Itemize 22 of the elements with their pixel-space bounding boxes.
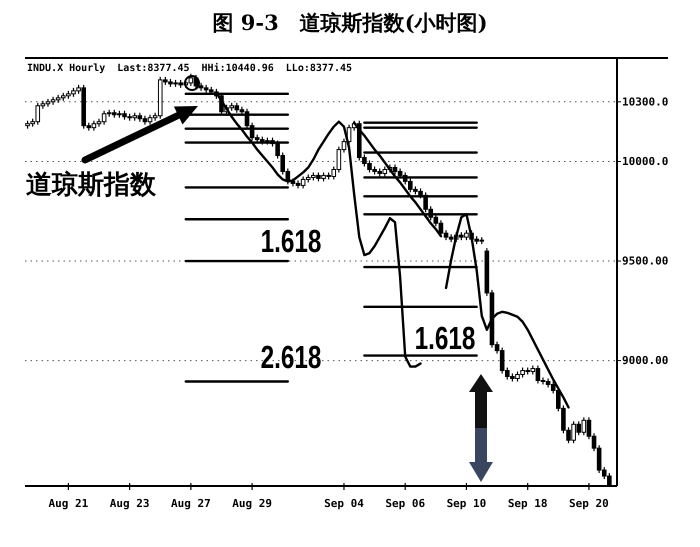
x-tick-label: Aug 21 (48, 497, 89, 510)
annotation: Last:8377.45 (117, 63, 190, 74)
y-tick-label: 9500.00 (622, 254, 668, 268)
x-tick-label: Sep 06 (385, 497, 426, 510)
y-tick-label: 10000.0 (622, 155, 668, 168)
chart-title: 图 9-3 道琼斯指数(小时图) (212, 10, 488, 35)
x-tick-label: Aug 23 (110, 497, 150, 510)
x-tick-label: Aug 27 (170, 497, 211, 510)
annotation: 道琼斯指数 (26, 169, 157, 199)
annotation: INDU.X Hourly (27, 63, 106, 74)
annotation: 2.618 (260, 340, 322, 376)
annotation: 1.618 (260, 224, 322, 260)
annotation: HHi:10440.96 (202, 62, 274, 74)
annotation: 1.618 (414, 320, 476, 358)
x-tick-label: Sep 04 (324, 497, 364, 510)
y-tick-label: 10300.0 (622, 95, 668, 108)
x-tick-label: Sep 10 (446, 497, 486, 510)
annotation: LLo:8377.45 (286, 63, 352, 74)
x-tick-label: Sep 18 (508, 497, 548, 510)
x-tick-label: Aug 29 (232, 497, 272, 510)
x-tick-label: Sep 20 (569, 497, 609, 510)
y-tick-label: 9000.00 (622, 354, 668, 368)
